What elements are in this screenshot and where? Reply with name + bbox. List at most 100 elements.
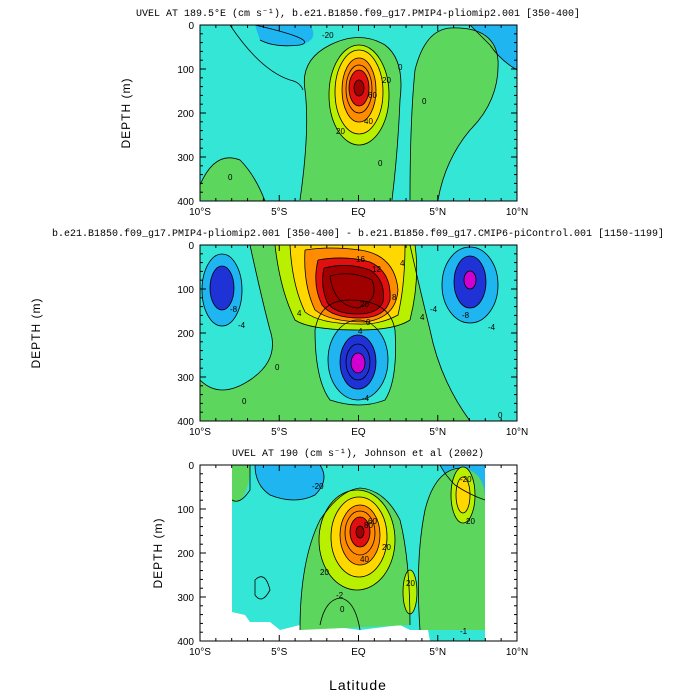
panel-1-contour <box>200 157 266 201</box>
panel-3-contour <box>349 516 371 548</box>
panel-2-contour-label: -8 <box>462 311 470 320</box>
panel-1-contour <box>254 25 306 47</box>
panel-2-contour <box>322 265 384 315</box>
panel-3-euc-core <box>356 526 364 538</box>
panel-3-contour <box>318 489 396 591</box>
panel-2-contour-label: 4 <box>420 313 425 322</box>
panel-2-contour-label: -4 <box>430 305 438 314</box>
panel-3-contour <box>355 525 365 539</box>
panel-2-contour <box>304 247 399 323</box>
panel-2-contour <box>463 270 477 290</box>
panel-2-contour-label: 4 <box>400 259 405 268</box>
panel-2-contour-label: 0 <box>242 397 247 406</box>
panel-1-contour-label: 0 <box>398 63 403 72</box>
panel-3-contour-label: 60 <box>368 517 377 526</box>
panel-3-ylabel: DEPTH (m) <box>151 518 165 589</box>
y-tick-label: 400 <box>177 197 194 208</box>
panel-1-positive-north <box>410 27 499 201</box>
panel-3-north-patch <box>456 477 470 513</box>
x-tick-label: 5°S <box>271 427 288 438</box>
panel-2-contour <box>289 245 406 325</box>
x-tick-label: 10°N <box>506 427 528 438</box>
panel-2-contour-label: -8 <box>230 305 238 314</box>
y-tick-label: 400 <box>177 637 194 648</box>
panel-1-contour-label: 0 <box>422 97 427 106</box>
panel-2-deep-core-peak <box>351 353 365 373</box>
panel-2-north-core-peak <box>464 271 476 289</box>
panel-1-contour <box>353 79 365 97</box>
panel-1-contour-label: 0 <box>228 173 233 182</box>
panel-2-contour <box>441 246 499 324</box>
panel-2-contour-label: 0 <box>498 411 503 420</box>
panel-2-contour-label: 0 <box>366 318 371 327</box>
panel-2-contour <box>274 245 418 331</box>
panel-2-contour-label: -4 <box>238 321 246 330</box>
panel-1-contour <box>345 64 373 114</box>
panel-2-contour-label: -4 <box>362 394 370 403</box>
x-tick-label: EQ <box>351 427 366 438</box>
panel-2-contour <box>345 343 371 381</box>
panel-2-title: b.e21.B1850.f09_g17.PMIP4-pliomip2.001 [… <box>52 228 664 240</box>
x-tick-label: 5°N <box>429 207 446 218</box>
x-tick-label: 10°N <box>506 647 528 658</box>
panel-3-contour-labels: -20 -20 80 60 40 20 20 20 20 -2 0 -1 <box>312 475 475 636</box>
y-tick-label: 200 <box>177 329 194 340</box>
panel-3-contour <box>455 476 471 514</box>
panel-1-ylabel: DEPTH (m) <box>119 78 133 149</box>
panel-1-contour-label: 40 <box>364 117 373 126</box>
panel-3-contour <box>254 465 325 501</box>
panel-3-contour <box>417 467 461 631</box>
y-tick-label: 400 <box>177 417 194 428</box>
panel-3: UVEL AT 190 (cm s⁻¹), Johnson et al (200… <box>151 448 528 658</box>
y-tick-label: 100 <box>177 285 194 296</box>
panel-3-contour-label: 20 <box>382 543 391 552</box>
panel-2-field <box>200 245 517 421</box>
panel-2-contour <box>314 299 396 406</box>
panel-1-contour <box>328 44 390 146</box>
panel-1-contour <box>348 69 370 107</box>
panel-3-deep-patch <box>403 570 417 614</box>
panel-2-contour <box>201 253 243 327</box>
panel-2-contour <box>409 245 471 421</box>
panel-3-contour-label: -1 <box>460 627 468 636</box>
panel-3-contour <box>344 510 376 556</box>
panel-3-contour-label: -2 <box>336 591 344 600</box>
panel-3-contour-label: 0 <box>340 605 345 614</box>
x-tick-label: 10°S <box>189 207 211 218</box>
panel-2-contour-label: 8 <box>392 293 397 302</box>
panel-3-contour-label: 20 <box>406 579 415 588</box>
panel-1-positive-sw <box>200 157 265 201</box>
panel-1-contour <box>469 25 517 71</box>
y-tick-label: 300 <box>177 153 194 164</box>
panel-2-contour <box>200 245 273 391</box>
panel-2-contour-labels: -8 -4 4 16 12 8 20 4 0 -8 -4 4 -4 0 -4 0… <box>230 255 503 420</box>
y-tick-label: 300 <box>177 593 194 604</box>
panel-3-negative-surface <box>255 465 324 500</box>
panel-1-contour-label: 0 <box>378 159 383 168</box>
x-tick-label: 5°N <box>429 427 446 438</box>
x-axis-label: Latitude <box>329 677 387 693</box>
panel-3-contour-label: 40 <box>360 555 369 564</box>
panel-1: UVEL AT 189.5°E (cm s⁻¹), b.e21.B1850.f0… <box>119 8 580 218</box>
panel-2-contour-label: 4 <box>297 309 302 318</box>
panel-1-contour <box>334 49 384 135</box>
panel-2-contour <box>339 334 377 390</box>
panel-2-contour-label: -4 <box>488 323 496 332</box>
x-tick-label: EQ <box>351 647 366 658</box>
panel-1-negative-surface <box>255 25 314 46</box>
panel-3-contour-label: 20 <box>320 568 329 577</box>
y-tick-label: 0 <box>188 241 194 252</box>
panel-2-contour-label: 16 <box>356 255 365 264</box>
panel-3-contour <box>254 576 271 600</box>
panel-3-contour <box>231 465 251 502</box>
y-tick-label: 200 <box>177 109 194 120</box>
panel-3-contour <box>450 466 476 524</box>
panel-3-contour-label: -20 <box>312 482 324 491</box>
panel-3-positive-west <box>232 465 250 503</box>
panel-3-contour <box>339 504 381 566</box>
y-tick-label: 0 <box>188 461 194 472</box>
panel-2-contour <box>315 257 391 319</box>
